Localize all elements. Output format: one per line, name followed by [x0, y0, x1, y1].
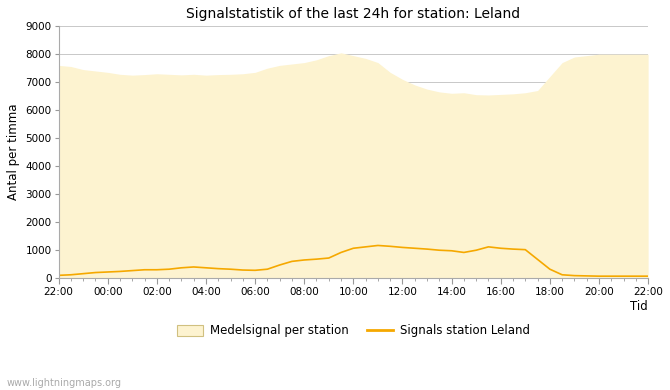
Y-axis label: Antal per timma: Antal per timma	[7, 104, 20, 200]
Text: www.lightningmaps.org: www.lightningmaps.org	[7, 378, 122, 388]
X-axis label: Tid: Tid	[630, 300, 648, 313]
Title: Signalstatistik of the last 24h for station: Leland: Signalstatistik of the last 24h for stat…	[186, 7, 521, 21]
Legend: Medelsignal per station, Signals station Leland: Medelsignal per station, Signals station…	[172, 319, 535, 342]
